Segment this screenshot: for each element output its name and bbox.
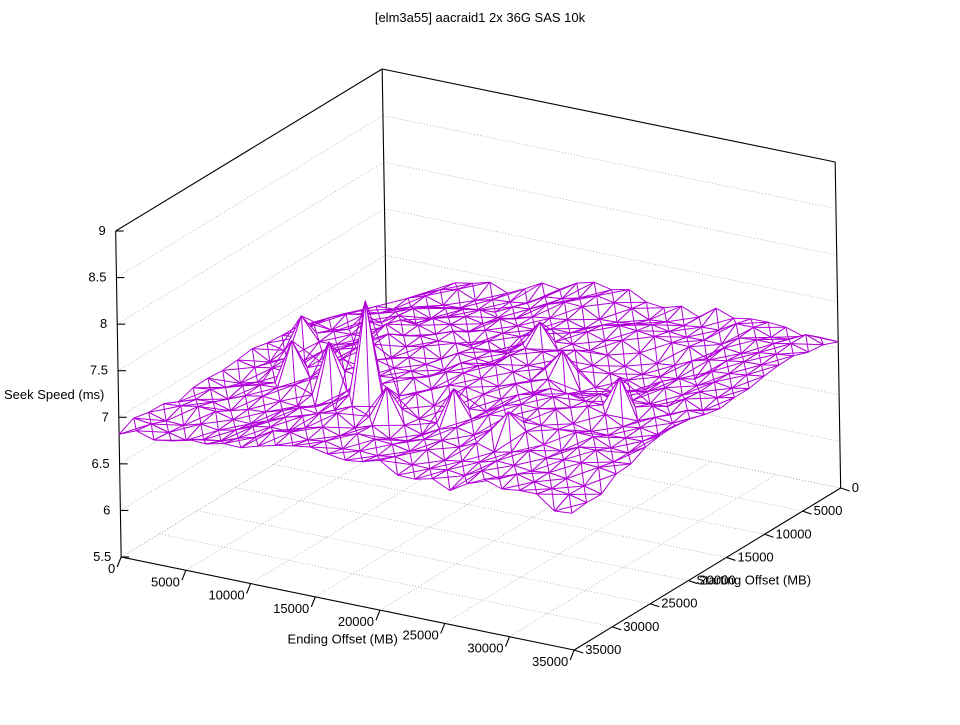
svg-text:0: 0 (852, 480, 859, 495)
svg-text:10000: 10000 (208, 588, 244, 603)
svg-text:9: 9 (98, 223, 105, 238)
svg-text:8: 8 (100, 316, 107, 331)
svg-text:25000: 25000 (403, 627, 439, 642)
svg-text:25000: 25000 (661, 596, 697, 611)
svg-text:5000: 5000 (814, 503, 843, 518)
svg-text:[elm3a55] aacraid1 2x 36G SAS: [elm3a55] aacraid1 2x 36G SAS 10k (375, 10, 586, 25)
svg-text:30000: 30000 (623, 619, 659, 634)
svg-text:10000: 10000 (776, 526, 812, 541)
svg-text:35000: 35000 (585, 642, 621, 657)
svg-text:Ending Offset (MB): Ending Offset (MB) (288, 632, 398, 647)
svg-text:30000: 30000 (467, 641, 503, 656)
svg-text:7: 7 (102, 409, 109, 424)
svg-text:0: 0 (108, 561, 115, 576)
svg-text:8.5: 8.5 (88, 270, 106, 285)
svg-text:35000: 35000 (532, 654, 568, 669)
svg-text:Starting Offset (MB): Starting Offset (MB) (696, 573, 811, 588)
svg-text:6: 6 (103, 502, 110, 517)
svg-text:5000: 5000 (151, 574, 180, 589)
svg-text:6.5: 6.5 (92, 456, 110, 471)
svg-text:15000: 15000 (273, 601, 309, 616)
svg-text:20000: 20000 (338, 614, 374, 629)
svg-text:15000: 15000 (738, 549, 774, 564)
svg-text:7.5: 7.5 (90, 363, 108, 378)
svg-text:Seek Speed (ms): Seek Speed (ms) (4, 387, 104, 402)
